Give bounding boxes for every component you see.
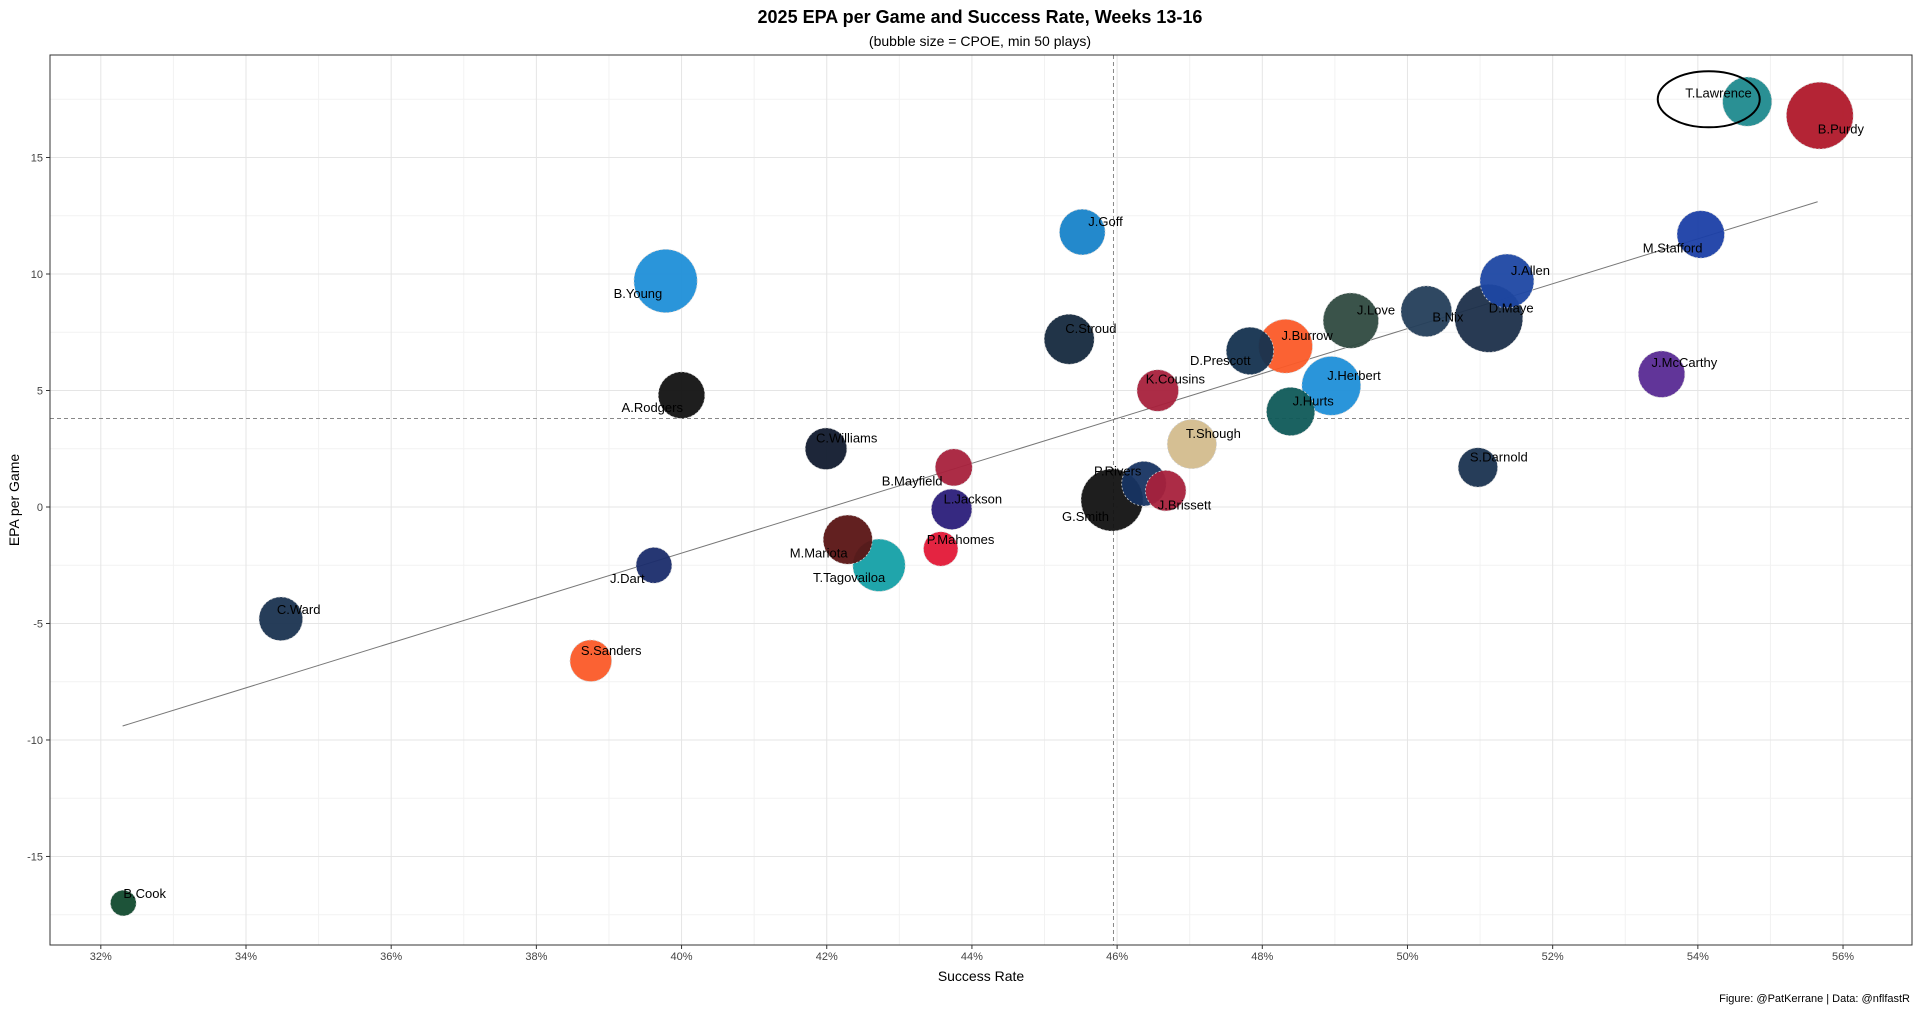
point-c-williams [804, 427, 848, 470]
point-j-brissett [1145, 470, 1187, 512]
point-t-shough [1166, 419, 1217, 470]
points [110, 76, 1854, 917]
plot-border [49, 54, 1913, 946]
label-b-mayfield: B.Mayfield [882, 473, 943, 488]
y-tick-label: -15 [27, 851, 43, 863]
point-j-love [1322, 292, 1379, 349]
point-c-ward [258, 596, 304, 642]
y-tick-label: 10 [31, 269, 43, 281]
label-c-williams: C.Williams [816, 431, 878, 446]
point-b-mayfield [934, 448, 973, 487]
highlight-ellipse [1656, 70, 1761, 129]
point-j-hurts [1266, 386, 1316, 436]
label-t-lawrence: T.Lawrence [1685, 86, 1751, 101]
label-a-rodgers: A.Rodgers [622, 400, 684, 415]
label-p-rivers: P.Rivers [1094, 464, 1142, 479]
x-tick-label: 56% [1832, 951, 1854, 963]
label-t-tagovailoa: T.Tagovailoa [813, 570, 886, 585]
x-tick-label: 40% [671, 951, 693, 963]
x-tick-label: 36% [380, 951, 402, 963]
y-tick-label: 5 [37, 385, 43, 397]
label-t-shough: T.Shough [1186, 426, 1241, 441]
point-s-darnold [1457, 447, 1498, 488]
label-d-prescott: D.Prescott [1190, 353, 1251, 368]
point-b-purdy [1786, 81, 1854, 150]
label-m-stafford: M.Stafford [1643, 240, 1703, 255]
point-j-herbert [1301, 356, 1362, 416]
label-s-sanders: S.Sanders [581, 643, 642, 658]
label-p-mahomes: P.Mahomes [927, 532, 995, 547]
label-j-burrow: J.Burrow [1282, 328, 1334, 343]
x-tick-label: 42% [816, 951, 838, 963]
x-tick-label: 46% [1106, 951, 1128, 963]
label-j-brissett: J.Brissett [1158, 498, 1212, 513]
x-axis-title: Success Rate [938, 968, 1025, 984]
y-tick-label: 15 [31, 153, 43, 165]
point-t-lawrence [1722, 76, 1773, 127]
point-b-nix [1400, 285, 1453, 338]
point-c-stroud [1043, 313, 1095, 365]
point-m-mariota [822, 514, 873, 565]
label-j-dart: J.Dart [610, 571, 645, 586]
label-c-stroud: C.Stroud [1065, 321, 1116, 336]
x-tick-label: 32% [90, 951, 112, 963]
y-tick-label: -10 [27, 735, 43, 747]
x-tick-label: 34% [235, 951, 257, 963]
point-s-sanders [569, 639, 613, 682]
label-b-nix: B.Nix [1432, 309, 1464, 324]
y-tick-label: -5 [33, 618, 43, 630]
point-l-jackson [930, 488, 973, 530]
x-tick-label: 38% [525, 951, 547, 963]
point-b-cook [110, 889, 137, 917]
label-j-love: J.Love [1357, 303, 1395, 318]
label-b-cook: B.Cook [123, 886, 166, 901]
point-m-stafford [1676, 210, 1725, 259]
y-tick-label: 0 [37, 502, 43, 514]
chart-caption: Figure: @PatKerrane | Data: @nflfastR [1719, 993, 1910, 1005]
label-j-mccarthy: J.McCarthy [1652, 355, 1718, 370]
y-axis: -15 -10 -5 0 5 10 15 [27, 153, 50, 863]
label-j-hurts: J.Hurts [1293, 393, 1335, 408]
label-j-herbert: J.Herbert [1327, 368, 1381, 383]
point-j-goff [1059, 208, 1106, 256]
x-tick-label: 50% [1396, 951, 1418, 963]
x-tick-label: 52% [1542, 951, 1564, 963]
label-b-young: B.Young [614, 286, 663, 301]
point-j-allen [1479, 253, 1535, 309]
label-j-allen: J.Allen [1511, 263, 1550, 278]
point-a-rodgers [657, 371, 706, 419]
x-tick-label: 44% [961, 951, 983, 963]
y-axis-title: EPA per Game [6, 454, 22, 547]
label-j-goff: J.Goff [1088, 214, 1123, 229]
label-l-jackson: L.Jackson [944, 491, 1003, 506]
chart-title: 2025 EPA per Game and Success Rate, Week… [758, 7, 1203, 27]
x-tick-label: 54% [1687, 951, 1709, 963]
label-k-cousins: K.Cousins [1146, 371, 1206, 386]
x-tick-label: 48% [1251, 951, 1273, 963]
point-j-dart [635, 546, 673, 584]
chart-subtitle: (bubble size = CPOE, min 50 plays) [869, 33, 1091, 49]
label-d-maye: D.Maye [1489, 300, 1534, 315]
point-labels: T.Lawrence B.Purdy M.Stafford J.Allen D.Maye… [123, 70, 1865, 901]
plot-background [50, 55, 1912, 945]
x-axis: 32% 34% 36% 38% 40% 42% 44% 46% 48% 50% 52% 54% 56% [90, 945, 1854, 963]
point-b-young [633, 248, 698, 314]
label-b-purdy: B.Purdy [1818, 122, 1865, 137]
label-s-darnold: S.Darnold [1470, 449, 1528, 464]
point-j-mccarthy [1637, 350, 1686, 398]
label-m-mariota: M.Mariota [790, 546, 849, 561]
grid [50, 55, 1912, 945]
point-k-cousins [1136, 369, 1179, 412]
point-p-mahomes [923, 531, 959, 567]
label-c-ward: C.Ward [277, 602, 321, 617]
label-g-smith: G.Smith [1062, 509, 1109, 524]
point-d-prescott [1225, 326, 1275, 375]
